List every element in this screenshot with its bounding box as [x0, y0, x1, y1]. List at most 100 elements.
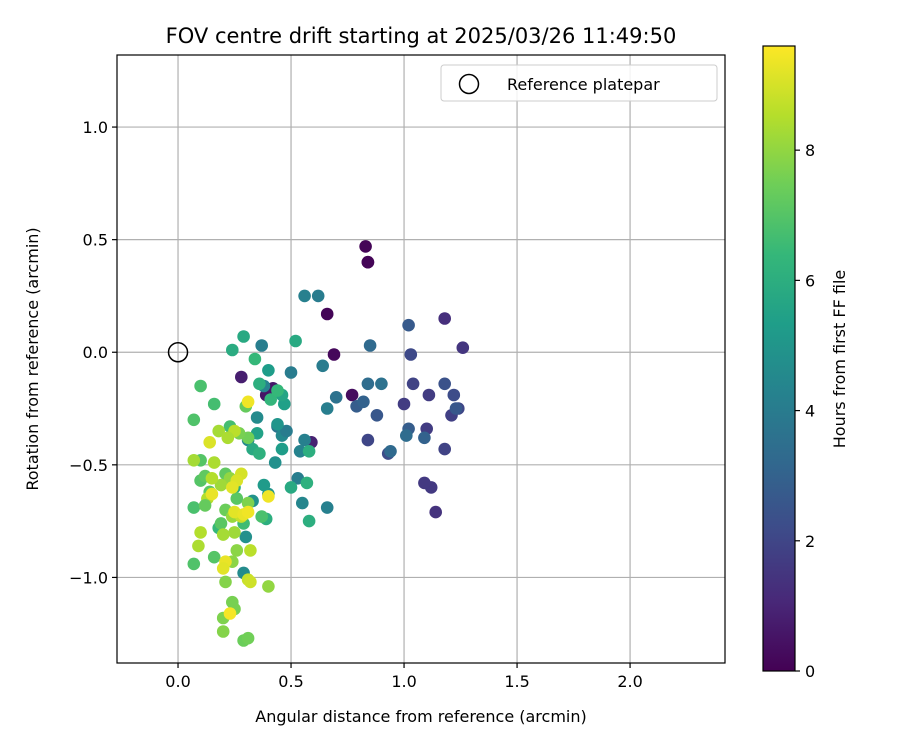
scatter-point	[361, 433, 375, 447]
scatter-point	[253, 447, 266, 460]
scatter-point	[302, 445, 316, 458]
scatter-point	[384, 445, 397, 458]
scatter-point	[284, 366, 298, 379]
scatter-point	[438, 442, 452, 456]
scatter-point	[221, 431, 235, 445]
x-axis-label: Angular distance from reference (arcmin)	[255, 707, 586, 726]
scatter-point	[302, 514, 316, 528]
scatter-point	[212, 424, 225, 438]
scatter-point	[205, 472, 219, 485]
colorbar-tick-label: 6	[805, 271, 815, 290]
scatter-point	[255, 510, 268, 523]
y-tick-label: −1.0	[69, 568, 108, 587]
colorbar: 0 2 4 6 8 Hours from first FF file	[762, 45, 849, 681]
scatter-point	[194, 379, 207, 393]
chart-title: FOV centre drift starting at 2025/03/26 …	[166, 24, 677, 48]
scatter-point	[216, 528, 230, 541]
x-tick-label: 2.0	[617, 672, 642, 691]
y-tick-label: 0.5	[83, 231, 108, 250]
scatter-point	[198, 499, 212, 512]
scatter-point	[237, 330, 250, 343]
scatter-point	[375, 377, 388, 391]
scatter-point	[298, 433, 311, 447]
scatter-point	[397, 397, 411, 411]
scatter-point	[194, 526, 207, 539]
scatter-point	[187, 501, 201, 514]
scatter-point	[187, 557, 201, 571]
scatter-points	[167, 240, 470, 647]
scatter-point	[370, 409, 384, 422]
scatter-point	[280, 424, 293, 438]
y-tick-label: 0.0	[83, 343, 108, 362]
colorbar-ticks: 0 2 4 6 8	[795, 141, 815, 681]
scatter-point	[357, 395, 370, 409]
scatter-point	[361, 377, 375, 391]
colorbar-tick-label: 4	[805, 402, 815, 421]
colorbar-label: Hours from first FF file	[830, 270, 849, 449]
scatter-point	[192, 539, 205, 553]
scatter-point	[241, 631, 255, 645]
scatter-point	[223, 607, 237, 620]
scatter-point	[214, 517, 228, 530]
scatter-point	[359, 240, 372, 253]
legend-marker-open-circle	[458, 73, 480, 95]
scatter-point	[214, 478, 228, 492]
legend-frame	[440, 64, 718, 102]
scatter-point	[203, 436, 216, 449]
scatter-point	[262, 580, 275, 593]
scatter-point	[268, 456, 282, 469]
scatter-point	[418, 476, 431, 490]
scatter-point	[262, 364, 275, 377]
scatter-point	[293, 445, 307, 458]
scatter-point	[226, 343, 239, 357]
scatter-point	[226, 481, 239, 494]
scatter-point	[187, 413, 201, 427]
scatter-point	[406, 377, 420, 391]
scatter-point	[438, 312, 452, 325]
scatter-point	[244, 544, 257, 557]
x-tick-label: 0.5	[278, 672, 303, 691]
colorbar-tick-label: 2	[805, 532, 815, 551]
y-tick-label: 1.0	[83, 118, 108, 137]
colorbar-tick-label: 8	[805, 141, 815, 160]
scatter-point	[300, 476, 314, 490]
scatter-point	[248, 352, 262, 366]
scatter-point	[228, 526, 241, 539]
scatter-point	[255, 339, 268, 352]
y-tick-label: −0.5	[69, 456, 108, 475]
scatter-point	[244, 575, 257, 589]
scatter-point	[311, 289, 325, 303]
scatter-point	[316, 359, 330, 373]
scatter-point	[320, 307, 334, 321]
scatter-point	[429, 505, 443, 519]
scatter-point	[275, 442, 289, 456]
x-axis: 0.0 0.5 1.0 1.5 2.0	[165, 663, 643, 691]
scatter-point	[207, 550, 221, 564]
scatter-point	[262, 490, 275, 503]
scatter-point	[205, 487, 219, 501]
scatter-point	[241, 496, 255, 510]
scatter-point	[404, 348, 418, 361]
scatter-point	[271, 384, 284, 397]
scatter-point	[438, 377, 452, 391]
grid	[117, 55, 725, 663]
scatter-point	[284, 481, 298, 494]
scatter-point	[329, 391, 343, 404]
scatter-point	[264, 393, 278, 406]
scatter-point	[207, 456, 221, 469]
scatter-point	[422, 388, 436, 402]
scatter-point	[230, 492, 244, 505]
scatter-point	[449, 402, 463, 415]
scatter-point	[320, 501, 334, 514]
scatter-point	[230, 544, 244, 557]
scatter-point	[363, 339, 377, 352]
scatter-point	[239, 530, 253, 544]
scatter-point	[207, 397, 221, 411]
scatter-point	[400, 429, 413, 442]
scatter-point	[418, 431, 431, 445]
x-tick-label: 1.5	[504, 672, 529, 691]
scatter-point	[241, 395, 255, 409]
scatter-point	[257, 478, 271, 492]
scatter-point	[250, 411, 264, 424]
